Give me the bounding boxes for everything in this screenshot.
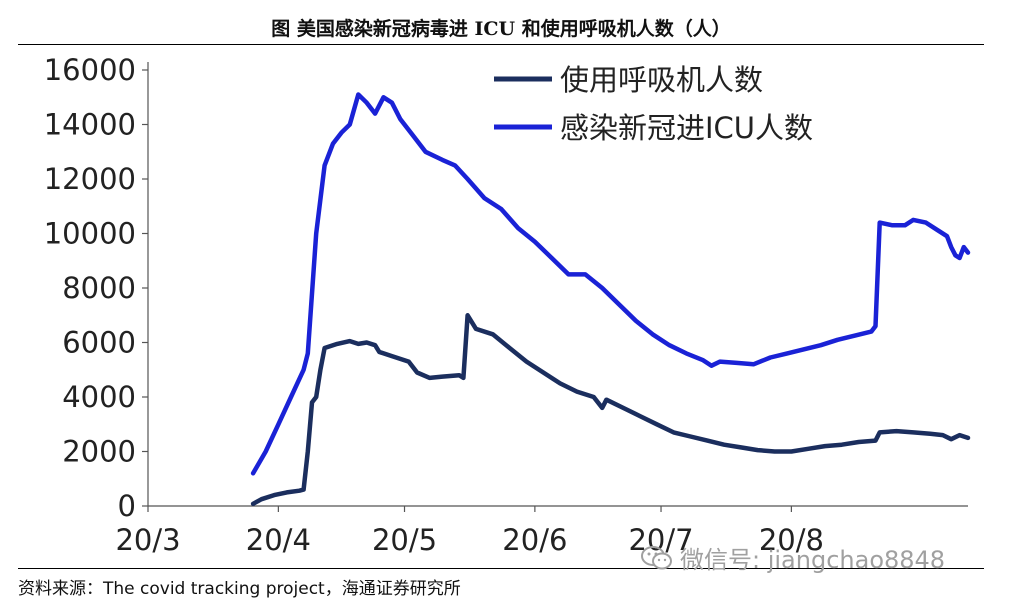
chart-title: 图 美国感染新冠病毒进 ICU 和使用呼吸机人数（人） <box>271 17 731 40</box>
line-chart: 0 2000 4000 6000 8000 10000 12000 14000 16000 20/… <box>44 53 971 557</box>
x-tick-label: 20/7 <box>628 523 693 557</box>
y-tick-label: 0 <box>118 489 136 523</box>
y-tick-label: 8000 <box>62 271 136 305</box>
axes: 0 2000 4000 6000 8000 10000 12000 14000 16000 20/… <box>44 53 968 557</box>
y-tick-label: 10000 <box>44 217 136 251</box>
series-line-icu <box>250 92 971 476</box>
legend-label: 感染新冠进ICU人数 <box>560 111 813 145</box>
y-tick-label: 2000 <box>62 435 136 469</box>
chart-area: 0 2000 4000 6000 8000 10000 12000 14000 16000 20/… <box>0 46 1011 566</box>
y-tick-label: 6000 <box>62 326 136 360</box>
x-tick-label: 20/8 <box>759 523 824 557</box>
source-note: 资料来源：The covid tracking project，海通证券研究所 <box>18 579 461 599</box>
series-layer <box>250 92 971 507</box>
x-tick-label: 20/4 <box>246 523 311 557</box>
y-tick-label: 4000 <box>62 380 136 414</box>
y-tick-label: 14000 <box>44 108 136 142</box>
series-line-ventilator <box>250 313 971 507</box>
watermark-text: 微信号: jiangchao8848 <box>680 546 946 574</box>
x-tick-label: 20/6 <box>502 523 567 557</box>
title-bar: 图 美国感染新冠病毒进 ICU 和使用呼吸机人数（人） <box>18 10 984 45</box>
x-tick-label: 20/5 <box>372 523 437 557</box>
y-tick-label: 12000 <box>44 162 136 196</box>
footer-divider <box>18 568 984 569</box>
y-tick-label: 16000 <box>44 53 136 87</box>
legend-label: 使用呼吸机人数 <box>560 63 763 97</box>
watermark: 微信号: jiangchao8848 <box>640 540 945 575</box>
wechat-icon <box>641 545 672 569</box>
x-tick-label: 20/3 <box>115 523 180 557</box>
